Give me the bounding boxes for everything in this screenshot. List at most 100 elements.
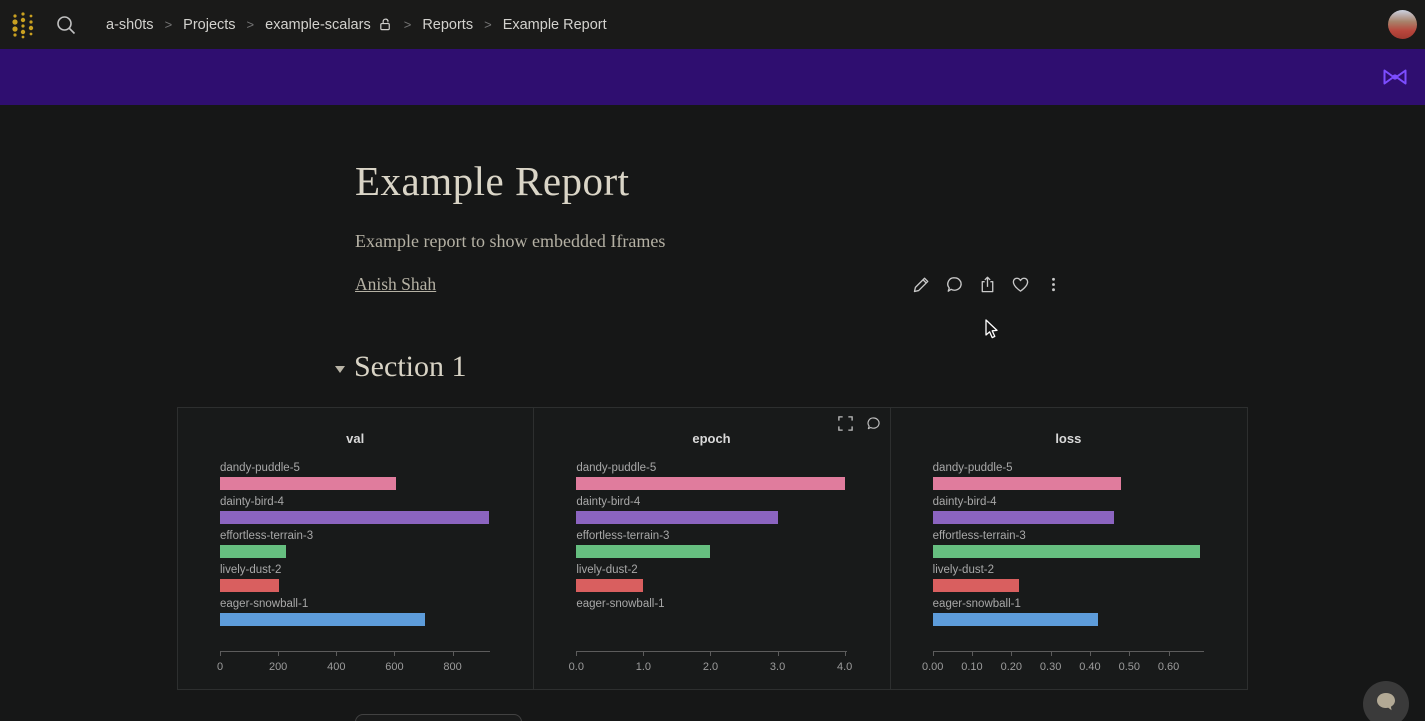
- bar-row-lively-dust-2: lively-dust-2: [220, 564, 490, 598]
- section-title: Section 1: [354, 350, 467, 383]
- run-label: effortless-terrain-3: [932, 530, 1026, 542]
- bowtie-icon[interactable]: [1381, 63, 1409, 91]
- breadcrumb-separator: >: [164, 17, 173, 32]
- section-collapse-icon[interactable]: [335, 365, 345, 373]
- axis-tick: [220, 652, 221, 656]
- bar-eager-snowball-1[interactable]: [932, 613, 1098, 626]
- search-icon[interactable]: [54, 13, 78, 37]
- bar-row-eager-snowball-1: eager-snowball-1: [576, 598, 846, 632]
- public-lock-icon: [378, 17, 393, 32]
- report-actions: [912, 275, 1063, 294]
- bar-row-effortless-terrain-3: effortless-terrain-3: [932, 530, 1204, 564]
- axis-tick-label: 1.0: [635, 661, 652, 673]
- bar-row-effortless-terrain-3: effortless-terrain-3: [576, 530, 846, 564]
- bar-row-dandy-puddle-5: dandy-puddle-5: [220, 462, 490, 496]
- next-block-partial: [355, 714, 522, 721]
- x-axis: 0.0 1.0 2.0 3.0 4.0: [569, 651, 852, 673]
- axis-tick-label: 800: [443, 661, 462, 673]
- run-label: lively-dust-2: [220, 564, 282, 576]
- bar-row-dainty-bird-4: dainty-bird-4: [932, 496, 1204, 530]
- comment-icon[interactable]: [865, 415, 882, 432]
- comment-icon[interactable]: [945, 275, 964, 294]
- wandb-logo[interactable]: [8, 9, 38, 41]
- bar-row-dainty-bird-4: dainty-bird-4: [576, 496, 846, 530]
- bar-row-dandy-puddle-5: dandy-puddle-5: [576, 462, 846, 496]
- run-label: lively-dust-2: [576, 564, 638, 576]
- bar-lively-dust-2[interactable]: [220, 579, 279, 592]
- axis-tick-label: 0.00: [921, 661, 944, 673]
- axis-tick-label: 600: [385, 661, 404, 673]
- breadcrumb-item-Projects[interactable]: Projects: [183, 16, 236, 33]
- axis-tick: [932, 652, 934, 656]
- bar-eager-snowball-1[interactable]: [220, 613, 425, 626]
- bar-lively-dust-2[interactable]: [576, 579, 644, 592]
- edit-icon[interactable]: [912, 275, 931, 294]
- bar-dandy-puddle-5[interactable]: [576, 477, 845, 490]
- breadcrumb-item-Reports[interactable]: Reports: [422, 16, 474, 33]
- bar-dandy-puddle-5[interactable]: [220, 477, 396, 490]
- breadcrumb-item-Example Report[interactable]: Example Report: [502, 16, 607, 33]
- axis-tick-label: 3.0: [769, 661, 786, 673]
- axis-tick: [643, 652, 645, 656]
- axis-tick: [971, 652, 973, 656]
- axis-tick-label: 2.0: [702, 661, 719, 673]
- user-avatar[interactable]: [1388, 10, 1417, 39]
- chart-title: val: [346, 431, 365, 446]
- fullscreen-icon[interactable]: [837, 415, 854, 432]
- bar-row-eager-snowball-1: eager-snowball-1: [220, 598, 490, 632]
- bar-dainty-bird-4[interactable]: [932, 511, 1114, 524]
- x-axis: 0 200 400 600 800: [217, 651, 491, 673]
- breadcrumb-separator: >: [403, 17, 412, 32]
- axis-tick-label: 0.30: [1039, 661, 1062, 673]
- axis-tick: [278, 652, 280, 656]
- axis-tick: [1089, 652, 1091, 656]
- run-label: dainty-bird-4: [932, 496, 997, 508]
- axis-tick: [452, 652, 454, 656]
- axis-tick-label: 400: [327, 661, 346, 673]
- more-options-icon[interactable]: [1044, 275, 1063, 294]
- bar-effortless-terrain-3[interactable]: [576, 545, 711, 558]
- axis-tick: [394, 652, 396, 656]
- axis-tick-label: 0.20: [1000, 661, 1023, 673]
- bar-dainty-bird-4[interactable]: [220, 511, 489, 524]
- run-label: eager-snowball-1: [932, 598, 1021, 610]
- bar-dainty-bird-4[interactable]: [576, 511, 778, 524]
- axis-tick-label: 200: [268, 661, 288, 673]
- axis-tick: [1168, 652, 1170, 656]
- author-link[interactable]: Anish Shah: [355, 274, 437, 294]
- axis-tick-label: 0.10: [961, 661, 983, 673]
- bar-dandy-puddle-5[interactable]: [932, 477, 1122, 490]
- bar-effortless-terrain-3[interactable]: [932, 545, 1201, 558]
- axis-tick-label: 0.0: [568, 661, 584, 673]
- chart-panel-val: val dandy-puddle-5 dainty-bird-4 effortless…: [178, 408, 535, 689]
- run-label: effortless-terrain-3: [220, 530, 314, 542]
- bar-effortless-terrain-3[interactable]: [220, 545, 287, 558]
- axis-tick: [1011, 652, 1013, 656]
- axis-tick-label: 4.0: [836, 661, 853, 673]
- bar-rows: dandy-puddle-5 dainty-bird-4 effortless-te…: [932, 462, 1204, 632]
- breadcrumb-item-a-sh0ts[interactable]: a-sh0ts: [106, 16, 154, 33]
- run-label: eager-snowball-1: [576, 598, 665, 610]
- share-icon[interactable]: [978, 275, 997, 294]
- run-label: dainty-bird-4: [220, 496, 284, 508]
- run-label: eager-snowball-1: [220, 598, 309, 610]
- run-label: dainty-bird-4: [576, 496, 641, 508]
- bar-row-lively-dust-2: lively-dust-2: [576, 564, 846, 598]
- bar-row-effortless-terrain-3: effortless-terrain-3: [220, 530, 490, 564]
- chart-panel-loss: loss dandy-puddle-5 dainty-bird-4 effortles…: [891, 408, 1247, 689]
- axis-tick: [1129, 652, 1131, 656]
- breadcrumb-item-example-scalars[interactable]: example-scalars: [265, 16, 371, 33]
- axis-tick-label: 0.40: [1079, 661, 1101, 673]
- bar-rows: dandy-puddle-5 dainty-bird-4 effortless-te…: [220, 462, 490, 632]
- axis-tick: [777, 652, 779, 656]
- axis-tick: [1050, 652, 1052, 656]
- breadcrumb: a-sh0ts > Projects > example-scalars > Reports…: [106, 17, 607, 33]
- chat-fab-button[interactable]: [1363, 681, 1409, 721]
- promo-banner: [0, 49, 1425, 105]
- bar-lively-dust-2[interactable]: [932, 579, 1020, 592]
- axis-tick: [710, 652, 712, 656]
- run-label: effortless-terrain-3: [576, 530, 670, 542]
- like-icon[interactable]: [1011, 275, 1030, 294]
- chart-title: loss: [1055, 431, 1082, 446]
- chart-panel-epoch: epoch dandy-puddle-5 dainty-bird-4 effortle…: [534, 408, 891, 689]
